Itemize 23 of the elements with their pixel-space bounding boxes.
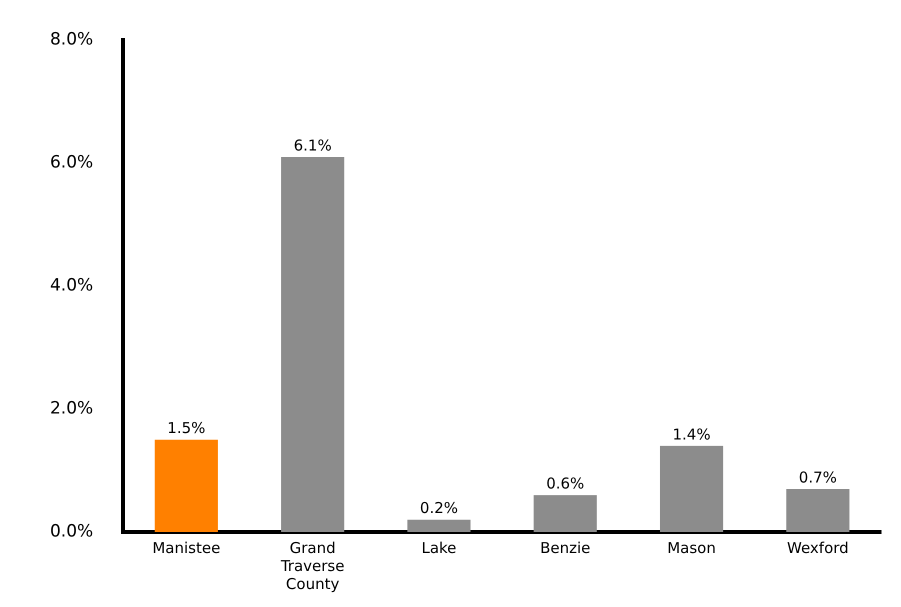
data-label: 6.1% [294,136,332,154]
y-tick-label: 6.0% [50,152,94,173]
y-tick-label: 0.0% [50,521,94,542]
x-tick-label: Wexford [787,538,849,557]
data-label: 1.4% [672,425,711,444]
bar [534,495,597,532]
x-tick-label: Manistee [152,538,220,557]
data-label: 0.6% [546,474,584,493]
bar [154,440,218,532]
bar [786,488,850,532]
x-tick-label: Benzie [540,538,590,557]
x-tick-label: Grand Traverse County [280,538,344,593]
x-tick-label: Lake [421,538,456,557]
y-tick-label: 4.0% [50,276,94,296]
bar [407,520,471,532]
data-label: 0.7% [798,468,837,486]
y-tick-label: 8.0% [50,30,94,50]
bar [660,446,724,532]
y-tick-label: 2.0% [50,398,94,418]
x-tick-label: Mason [667,538,716,557]
data-label: 1.5% [167,419,206,438]
bar [281,157,344,532]
data-label: 0.2% [420,499,458,518]
